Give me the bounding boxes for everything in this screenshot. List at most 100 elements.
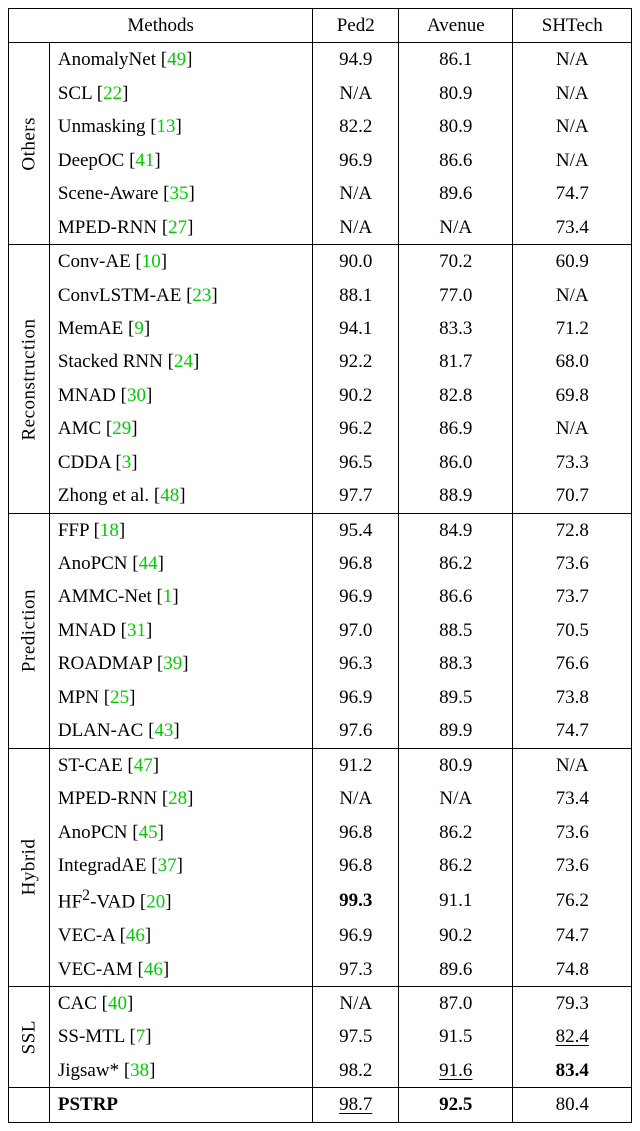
citation: 7 bbox=[136, 1026, 146, 1047]
method-cell: Jigsaw* [38] bbox=[49, 1054, 312, 1088]
table-row: AMMC-Net [1]96.986.673.7 bbox=[9, 580, 632, 613]
citation: 29 bbox=[112, 418, 131, 439]
table-row: SCL [22]N/A80.9N/A bbox=[9, 77, 632, 110]
citation: 41 bbox=[135, 150, 154, 171]
header-shtech: SHTech bbox=[513, 9, 632, 43]
method-cell: PSTRP bbox=[49, 1088, 312, 1122]
citation: 3 bbox=[122, 452, 132, 473]
method-cell: SCL [22] bbox=[49, 77, 312, 110]
citation: 23 bbox=[192, 285, 211, 306]
method-cell: DLAN-AC [43] bbox=[49, 714, 312, 748]
method-cell: MNAD [31] bbox=[49, 614, 312, 647]
results-table: MethodsPed2AvenueSHTechOthersAnomalyNet … bbox=[8, 8, 632, 1123]
method-cell: VEC-AM [46] bbox=[49, 953, 312, 987]
method-cell: Unmasking [13] bbox=[49, 110, 312, 143]
citation: 30 bbox=[127, 385, 146, 406]
table-row: IntegradAE [37]96.886.273.6 bbox=[9, 849, 632, 882]
method-cell: Zhong et al. [48] bbox=[49, 479, 312, 513]
method-cell: SS-MTL [7] bbox=[49, 1020, 312, 1053]
citation: 10 bbox=[142, 251, 161, 272]
citation: 48 bbox=[160, 485, 179, 506]
group-label: Hybrid bbox=[9, 748, 50, 986]
method-cell: AMMC-Net [1] bbox=[49, 580, 312, 613]
group-label: Prediction bbox=[9, 513, 50, 748]
header-avenue: Avenue bbox=[399, 9, 513, 43]
citation: 39 bbox=[163, 653, 182, 674]
table-row: AnoPCN [45]96.886.273.6 bbox=[9, 816, 632, 849]
table-row: ROADMAP [39]96.388.376.6 bbox=[9, 647, 632, 680]
table-row: MPN [25]96.989.573.8 bbox=[9, 681, 632, 714]
citation: 18 bbox=[100, 520, 119, 541]
method-cell: AnomalyNet [49] bbox=[49, 43, 312, 77]
method-cell: Stacked RNN [24] bbox=[49, 345, 312, 378]
citation: 37 bbox=[158, 855, 177, 876]
method-cell: MPED-RNN [27] bbox=[49, 211, 312, 245]
citation: 22 bbox=[103, 83, 122, 104]
table-row: HybridST-CAE [47]91.280.9N/A bbox=[9, 748, 632, 782]
table-row-final: PSTRP98.792.580.4 bbox=[9, 1088, 632, 1122]
method-cell: CAC [40] bbox=[49, 987, 312, 1021]
citation: 46 bbox=[126, 925, 145, 946]
group-label: Others bbox=[9, 43, 50, 245]
citation: 9 bbox=[134, 318, 144, 339]
table-row: VEC-A [46]96.990.274.7 bbox=[9, 919, 632, 952]
table-row: MNAD [31]97.088.570.5 bbox=[9, 614, 632, 647]
method-cell: FFP [18] bbox=[49, 513, 312, 547]
method-cell: MPED-RNN [28] bbox=[49, 782, 312, 815]
method-cell: DeepOC [41] bbox=[49, 144, 312, 177]
method-cell: ST-CAE [47] bbox=[49, 748, 312, 782]
table-row: ReconstructionConv-AE [10]90.070.260.9 bbox=[9, 245, 632, 279]
header-ped2: Ped2 bbox=[313, 9, 399, 43]
citation: 35 bbox=[170, 183, 189, 204]
method-cell: AnoPCN [45] bbox=[49, 816, 312, 849]
table-row: Jigsaw* [38]98.291.683.4 bbox=[9, 1054, 632, 1088]
citation: 45 bbox=[139, 822, 158, 843]
table-row: SSLCAC [40]N/A87.079.3 bbox=[9, 987, 632, 1021]
citation: 46 bbox=[144, 959, 163, 980]
citation: 13 bbox=[157, 116, 176, 137]
method-cell: AnoPCN [44] bbox=[49, 547, 312, 580]
method-cell: VEC-A [46] bbox=[49, 919, 312, 952]
method-cell: ROADMAP [39] bbox=[49, 647, 312, 680]
table-row: MNAD [30]90.282.869.8 bbox=[9, 379, 632, 412]
table-row: MPED-RNN [28]N/AN/A73.4 bbox=[9, 782, 632, 815]
table-row: Stacked RNN [24]92.281.768.0 bbox=[9, 345, 632, 378]
citation: 24 bbox=[174, 351, 193, 372]
citation: 43 bbox=[154, 720, 173, 741]
table-row: ConvLSTM-AE [23]88.177.0N/A bbox=[9, 279, 632, 312]
table-row: OthersAnomalyNet [49]94.986.1N/A bbox=[9, 43, 632, 77]
table-row: HF2-VAD [20]99.391.176.2 bbox=[9, 882, 632, 919]
method-cell: MNAD [30] bbox=[49, 379, 312, 412]
table-row: SS-MTL [7]97.591.582.4 bbox=[9, 1020, 632, 1053]
group-label bbox=[9, 1088, 50, 1122]
group-label: Reconstruction bbox=[9, 245, 50, 514]
table-row: DLAN-AC [43]97.689.974.7 bbox=[9, 714, 632, 748]
table-row: Zhong et al. [48]97.788.970.7 bbox=[9, 479, 632, 513]
group-label: SSL bbox=[9, 987, 50, 1088]
table-row: DeepOC [41]96.986.6N/A bbox=[9, 144, 632, 177]
method-cell: Scene-Aware [35] bbox=[49, 177, 312, 210]
citation: 27 bbox=[168, 217, 187, 238]
citation: 40 bbox=[108, 993, 127, 1014]
table-row: PredictionFFP [18]95.484.972.8 bbox=[9, 513, 632, 547]
method-cell: MemAE [9] bbox=[49, 312, 312, 345]
table-header-row: MethodsPed2AvenueSHTech bbox=[9, 9, 632, 43]
table-row: AMC [29]96.286.9N/A bbox=[9, 412, 632, 445]
citation: 44 bbox=[139, 553, 158, 574]
method-cell: MPN [25] bbox=[49, 681, 312, 714]
method-cell: ConvLSTM-AE [23] bbox=[49, 279, 312, 312]
table-row: MemAE [9]94.183.371.2 bbox=[9, 312, 632, 345]
table-row: MPED-RNN [27]N/AN/A73.4 bbox=[9, 211, 632, 245]
citation: 31 bbox=[127, 620, 146, 641]
method-cell: CDDA [3] bbox=[49, 446, 312, 479]
table-row: AnoPCN [44]96.886.273.6 bbox=[9, 547, 632, 580]
method-cell: Conv-AE [10] bbox=[49, 245, 312, 279]
method-cell: IntegradAE [37] bbox=[49, 849, 312, 882]
table-row: Unmasking [13]82.280.9N/A bbox=[9, 110, 632, 143]
method-cell: AMC [29] bbox=[49, 412, 312, 445]
citation: 38 bbox=[130, 1060, 149, 1081]
citation: 1 bbox=[163, 586, 173, 607]
method-cell: HF2-VAD [20] bbox=[49, 882, 312, 919]
citation: 28 bbox=[168, 788, 187, 809]
citation: 25 bbox=[110, 687, 129, 708]
